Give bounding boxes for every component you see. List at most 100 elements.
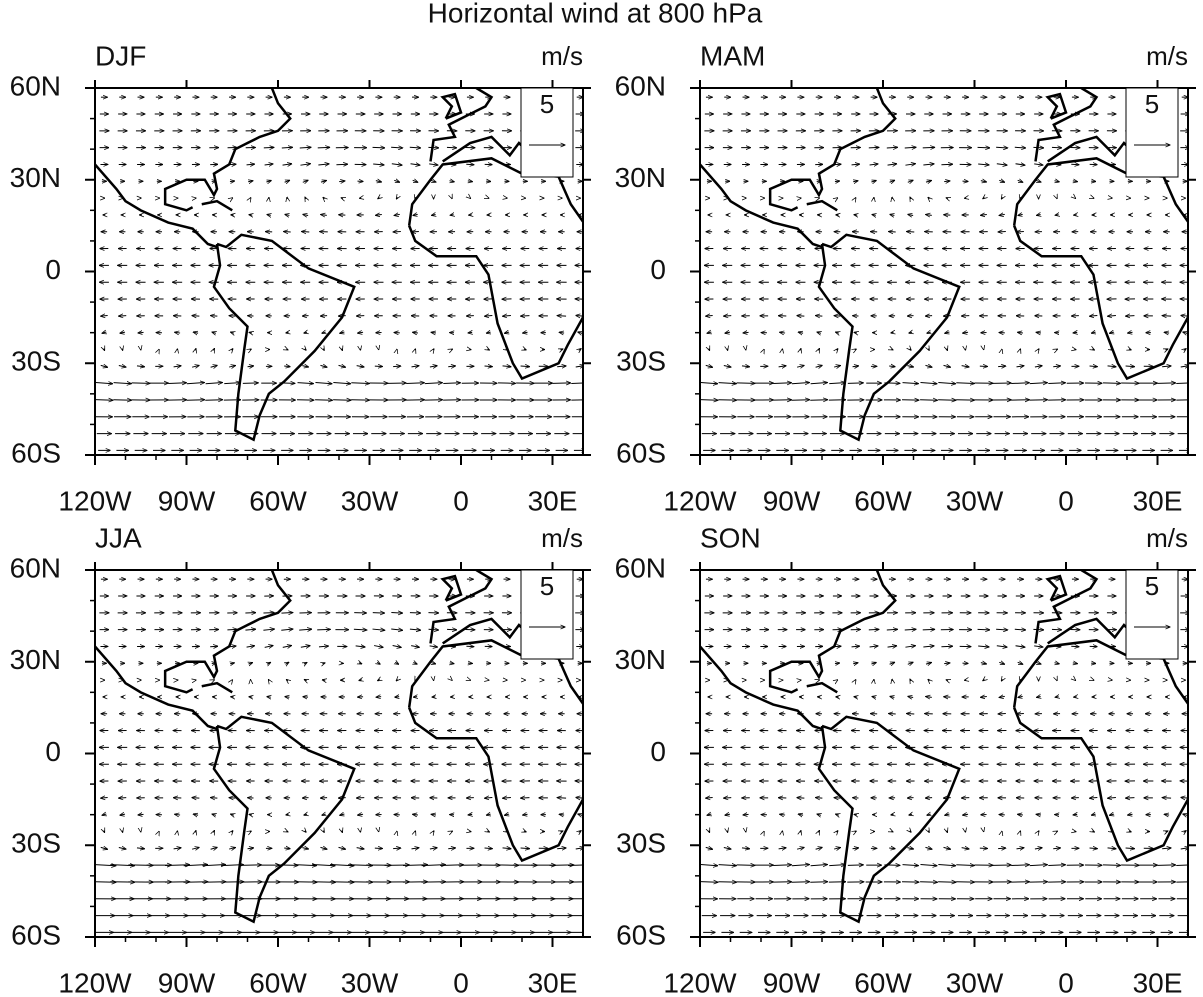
wind-vector <box>1089 848 1098 849</box>
coastline <box>806 681 838 694</box>
wind-vector <box>559 332 565 333</box>
wind-vector <box>791 865 810 866</box>
wind-vector <box>571 382 583 384</box>
wind-vector <box>798 332 804 333</box>
wind-vector <box>837 831 838 833</box>
wind-vector <box>923 646 934 647</box>
wind-vector <box>810 882 827 883</box>
wind-vector <box>1073 663 1078 664</box>
wind-vector <box>449 181 454 182</box>
coastline <box>95 645 218 731</box>
wind-vector <box>700 383 718 384</box>
wind-vector <box>922 629 935 630</box>
wind-vector <box>810 865 828 866</box>
wind-vector <box>557 848 566 849</box>
wind-vector <box>131 383 150 384</box>
wind-vector <box>487 349 489 350</box>
wind-vector <box>413 214 418 215</box>
wind-vector <box>983 679 985 680</box>
wind-vector <box>409 629 421 630</box>
wind-vector <box>907 366 913 367</box>
wind-vector <box>778 848 786 849</box>
wind-vector <box>484 366 493 367</box>
map-content <box>95 88 583 450</box>
wind-vector <box>227 629 237 630</box>
wind-vector <box>1056 831 1057 832</box>
coastline <box>201 681 233 694</box>
wind-vector <box>1128 332 1133 333</box>
coastline <box>407 157 583 381</box>
wind-vector <box>305 349 306 350</box>
wind-vector <box>855 198 856 199</box>
wind-vector <box>938 383 955 384</box>
wind-vector <box>961 848 969 849</box>
wind-vector <box>101 316 108 317</box>
wind-vector <box>250 349 251 350</box>
coastline <box>1034 570 1099 644</box>
wind-vector <box>430 180 436 182</box>
wind-vector <box>1129 349 1131 350</box>
wind-vector <box>560 349 562 350</box>
wind-vector <box>1018 214 1023 215</box>
wind-vector <box>946 198 948 199</box>
wind-vector <box>230 663 234 664</box>
x-tick-label: 30E <box>528 485 578 516</box>
wind-vector <box>210 365 218 367</box>
wind-vector <box>978 646 989 647</box>
wind-vector <box>351 383 369 384</box>
wind-vector <box>413 332 418 333</box>
wind-vector <box>872 697 876 698</box>
wind-vector <box>736 383 755 384</box>
wind-vector <box>1016 366 1024 367</box>
wind-vector <box>818 831 819 833</box>
wind-vector <box>503 797 511 798</box>
wind-vector <box>305 831 306 832</box>
wind-vector <box>320 847 327 849</box>
wind-vector <box>1073 332 1077 333</box>
unit-label: m/s <box>1146 523 1188 553</box>
wind-vector <box>1176 382 1188 384</box>
coastline <box>440 574 463 602</box>
y-tick-label: 30S <box>616 828 666 859</box>
x-tick-label: 60W <box>854 485 912 516</box>
wind-vector <box>855 680 856 681</box>
wind-vector <box>320 365 327 367</box>
wind-vector <box>780 332 786 333</box>
wind-vector <box>834 366 840 367</box>
wind-vector <box>212 814 216 815</box>
x-tick-label: 0 <box>1058 967 1074 997</box>
wind-vector <box>1055 697 1058 698</box>
wind-vector <box>1017 180 1023 182</box>
wind-vector <box>300 646 310 648</box>
panel-label: JJA <box>95 522 142 553</box>
wind-vector <box>429 646 438 647</box>
wind-vector <box>320 798 328 799</box>
wind-vector <box>928 197 929 198</box>
wind-vector <box>928 349 929 351</box>
wind-vector <box>281 613 292 614</box>
wind-vector <box>378 679 380 680</box>
wind-vector <box>302 180 308 182</box>
wind-vector <box>925 180 932 182</box>
wind-vector <box>503 315 511 316</box>
wind-vector <box>908 214 914 215</box>
wind-vector <box>502 366 511 367</box>
wind-vector <box>191 847 199 849</box>
wind-vector <box>205 400 222 401</box>
wind-vector <box>173 848 181 849</box>
wind-vector <box>268 679 269 680</box>
wind-vector <box>1034 646 1043 647</box>
wind-vector <box>956 383 974 384</box>
wind-vector <box>318 646 329 647</box>
wind-vector <box>305 197 306 199</box>
wind-vector <box>999 696 1005 697</box>
wind-vector <box>1073 181 1078 182</box>
y-tick-label: 60N <box>10 552 61 583</box>
coastline <box>212 233 356 442</box>
wind-vector <box>118 365 126 367</box>
wind-vector <box>342 349 343 351</box>
x-tick-label: 90W <box>158 967 216 997</box>
wind-vector <box>1034 366 1042 367</box>
x-tick-label: 30E <box>528 967 578 997</box>
wind-vector <box>359 663 362 664</box>
